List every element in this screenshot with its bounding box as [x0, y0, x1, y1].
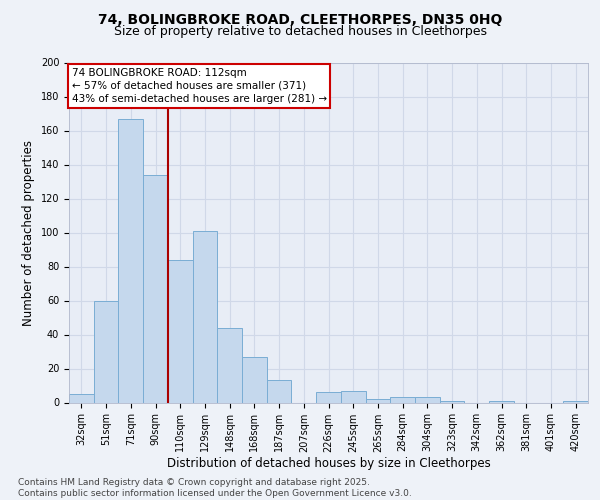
Bar [94, 300, 118, 402]
Bar [242, 356, 267, 403]
Bar [143, 174, 168, 402]
Text: 74, BOLINGBROKE ROAD, CLEETHORPES, DN35 0HQ: 74, BOLINGBROKE ROAD, CLEETHORPES, DN35 … [98, 12, 502, 26]
Bar [489, 401, 514, 402]
Bar [390, 398, 415, 402]
Bar [563, 401, 588, 402]
Bar [69, 394, 94, 402]
Bar [118, 118, 143, 403]
Bar [365, 399, 390, 402]
Y-axis label: Number of detached properties: Number of detached properties [22, 140, 35, 326]
Text: 74 BOLINGBROKE ROAD: 112sqm
← 57% of detached houses are smaller (371)
43% of se: 74 BOLINGBROKE ROAD: 112sqm ← 57% of det… [71, 68, 327, 104]
Bar [440, 401, 464, 402]
X-axis label: Distribution of detached houses by size in Cleethorpes: Distribution of detached houses by size … [167, 457, 490, 470]
Text: Contains HM Land Registry data © Crown copyright and database right 2025.
Contai: Contains HM Land Registry data © Crown c… [18, 478, 412, 498]
Bar [415, 398, 440, 402]
Bar [168, 260, 193, 402]
Bar [341, 390, 365, 402]
Bar [217, 328, 242, 402]
Bar [267, 380, 292, 402]
Bar [193, 231, 217, 402]
Bar [316, 392, 341, 402]
Text: Size of property relative to detached houses in Cleethorpes: Size of property relative to detached ho… [113, 25, 487, 38]
